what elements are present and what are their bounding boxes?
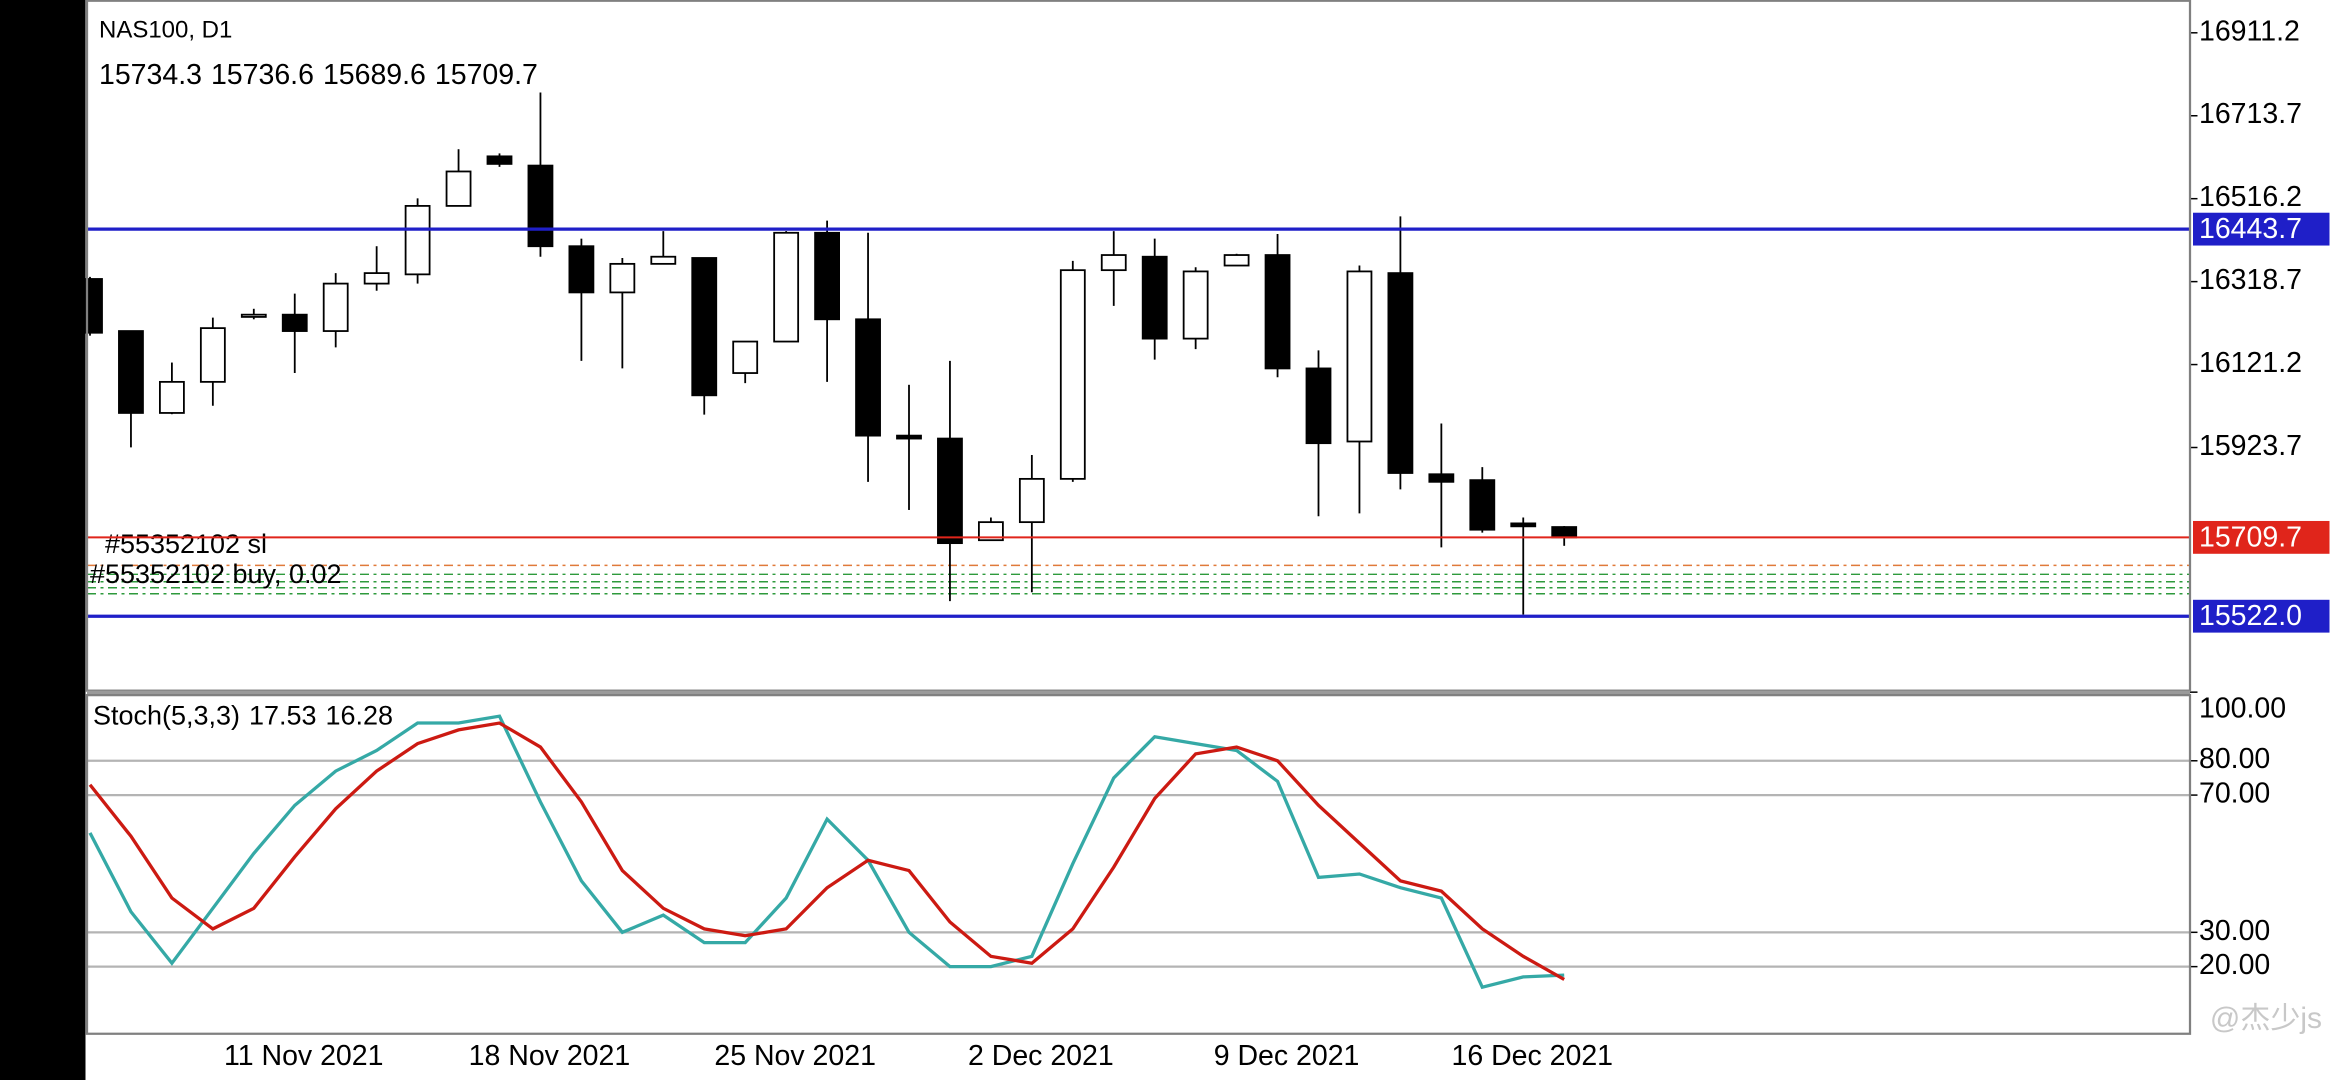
candle-body	[773, 231, 800, 343]
price-level-tag	[2193, 212, 2330, 246]
y-tick-label: 100.00	[2199, 693, 2286, 725]
candle-body	[118, 330, 144, 414]
indicator-line	[88, 721, 1566, 981]
candle-body	[1346, 270, 1373, 443]
indicator-frame	[85, 694, 2192, 1035]
candle-body	[486, 155, 513, 165]
candle-body	[1059, 269, 1086, 480]
candle-body	[527, 164, 554, 248]
price-level-label: 15709.7	[2199, 521, 2302, 553]
panel-separator	[87, 690, 2190, 696]
x-tick-label: 25 Nov 2021	[714, 1040, 876, 1072]
candle-body	[855, 318, 881, 437]
candle-body	[1428, 473, 1455, 483]
candle-body	[1018, 477, 1045, 524]
x-tick-label: 9 Dec 2021	[1214, 1040, 1360, 1072]
candle-body	[1223, 254, 1250, 267]
left-strip	[0, 0, 86, 1080]
candle-body	[281, 313, 308, 332]
candle-body	[691, 257, 718, 397]
candle-body	[1469, 479, 1496, 531]
x-tick-label: 11 Nov 2021	[224, 1040, 383, 1072]
x-tick-label: 18 Nov 2021	[469, 1040, 631, 1072]
price-level-tag	[2193, 599, 2330, 633]
candle-body	[1305, 367, 1332, 445]
candle-body	[322, 282, 349, 332]
candle-body	[363, 272, 390, 285]
ohlc-readout: 15734.3 15736.6 15689.6 15709.7	[99, 59, 538, 91]
signal-value: 16.28	[326, 701, 394, 731]
candle-body	[445, 170, 472, 207]
candle-body	[77, 278, 103, 334]
indicator-line	[88, 714, 1565, 990]
y-tick-label: 80.00	[2199, 743, 2270, 775]
price-level-tag	[2193, 520, 2330, 554]
high-value: 15736.6	[211, 59, 314, 91]
y-tick-label: 16911.2	[2199, 15, 2300, 47]
candle-body	[1551, 526, 1578, 539]
candle-body	[977, 521, 1004, 542]
candle-body	[158, 380, 185, 414]
y-tick-label: 16516.2	[2199, 181, 2302, 213]
indicator-title: Stoch(5,3,3) 17.53 16.28	[93, 701, 393, 731]
candle-body	[814, 231, 841, 321]
candle-body	[1182, 270, 1209, 340]
y-tick-label: 20.00	[2199, 949, 2270, 981]
candle-body	[650, 255, 677, 265]
candle-body	[1100, 254, 1127, 272]
candle-body	[732, 340, 759, 374]
watermark: @杰少js	[2210, 1002, 2322, 1035]
candle-body	[240, 313, 267, 318]
close-value: 15709.7	[435, 59, 538, 91]
candle-body	[1510, 522, 1537, 528]
candle-body	[568, 245, 595, 294]
y-tick-label: 70.00	[2199, 778, 2270, 810]
order-annotation: #55352102 sl	[105, 529, 267, 559]
price-level-label: 15522.0	[2199, 600, 2302, 632]
y-tick-label: 16121.2	[2199, 347, 2302, 379]
symbol-title: NAS100, D1	[99, 17, 232, 44]
y-tick-label: 15923.7	[2199, 430, 2302, 462]
candle-body	[199, 327, 226, 383]
main-value: 17.53	[249, 701, 317, 731]
candle-body	[1264, 254, 1291, 370]
y-tick-label: 16318.7	[2199, 264, 2302, 296]
order-lines	[87, 564, 2190, 595]
candle-body	[609, 262, 636, 294]
x-tick-label: 2 Dec 2021	[968, 1040, 1114, 1072]
y-tick-label: 30.00	[2199, 915, 2270, 947]
open-value: 15734.3	[99, 59, 202, 91]
candle-body	[1387, 272, 1414, 474]
candle-body	[937, 437, 963, 545]
candle-body	[404, 205, 431, 276]
candle-body	[896, 434, 922, 440]
y-tick-label: 16713.7	[2199, 98, 2302, 130]
indicator-name: Stoch(5,3,3)	[93, 701, 240, 731]
x-tick-label: 16 Dec 2021	[1451, 1040, 1613, 1072]
price-level-label: 16443.7	[2199, 213, 2302, 245]
candle-body	[1141, 255, 1168, 340]
order-annotation: #55352102 buy, 0.02	[90, 559, 342, 589]
low-value: 15689.6	[323, 59, 426, 91]
